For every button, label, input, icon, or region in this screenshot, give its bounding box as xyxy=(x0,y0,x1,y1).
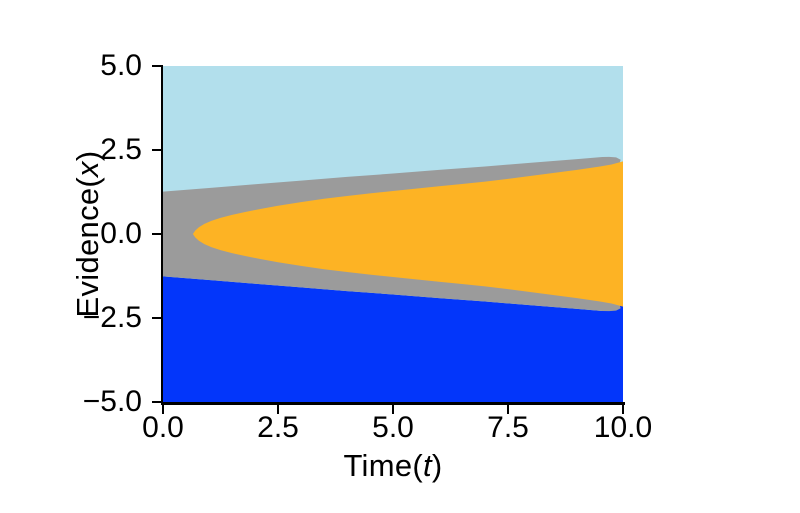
x-tick-mark xyxy=(506,404,510,414)
x-tick-label: 0.0 xyxy=(142,411,184,444)
y-axis-title-suffix: ) xyxy=(70,150,105,162)
y-axis-spine xyxy=(160,65,163,405)
x-axis-title-suffix: ) xyxy=(431,448,443,483)
region-orange-wedge xyxy=(192,161,623,307)
y-tick-mark xyxy=(151,64,161,68)
y-tick-mark xyxy=(151,316,161,320)
y-tick-mark xyxy=(151,400,161,404)
x-tick-label: 5.0 xyxy=(372,411,414,444)
y-tick-label: 0.0 xyxy=(100,217,142,250)
x-tick-label: 2.5 xyxy=(257,411,299,444)
y-tick-label: −5.0 xyxy=(82,385,142,418)
y-axis-title-prefix: Evidence( xyxy=(70,176,105,318)
y-tick-label: −2.5 xyxy=(82,301,142,334)
region-blue-lower xyxy=(163,276,623,402)
y-tick-mark xyxy=(151,232,161,236)
x-tick-label: 10.0 xyxy=(593,411,653,444)
x-tick-mark xyxy=(161,404,165,414)
x-tick-mark xyxy=(276,404,280,414)
x-axis-title: Time(t) xyxy=(298,449,488,483)
x-tick-mark xyxy=(391,404,395,414)
plot-area xyxy=(163,66,623,402)
y-tick-label: 5.0 xyxy=(100,49,142,82)
y-tick-label: 2.5 xyxy=(100,133,142,166)
y-axis-title-variable: x xyxy=(70,161,105,177)
x-axis-spine xyxy=(160,402,625,405)
y-axis-title: Evidence(x) xyxy=(70,89,105,379)
x-axis-title-variable: t xyxy=(423,448,432,483)
x-tick-label: 7.5 xyxy=(487,411,529,444)
x-axis-title-prefix: Time( xyxy=(343,448,423,483)
x-tick-mark xyxy=(621,404,625,414)
y-tick-mark xyxy=(151,148,161,152)
